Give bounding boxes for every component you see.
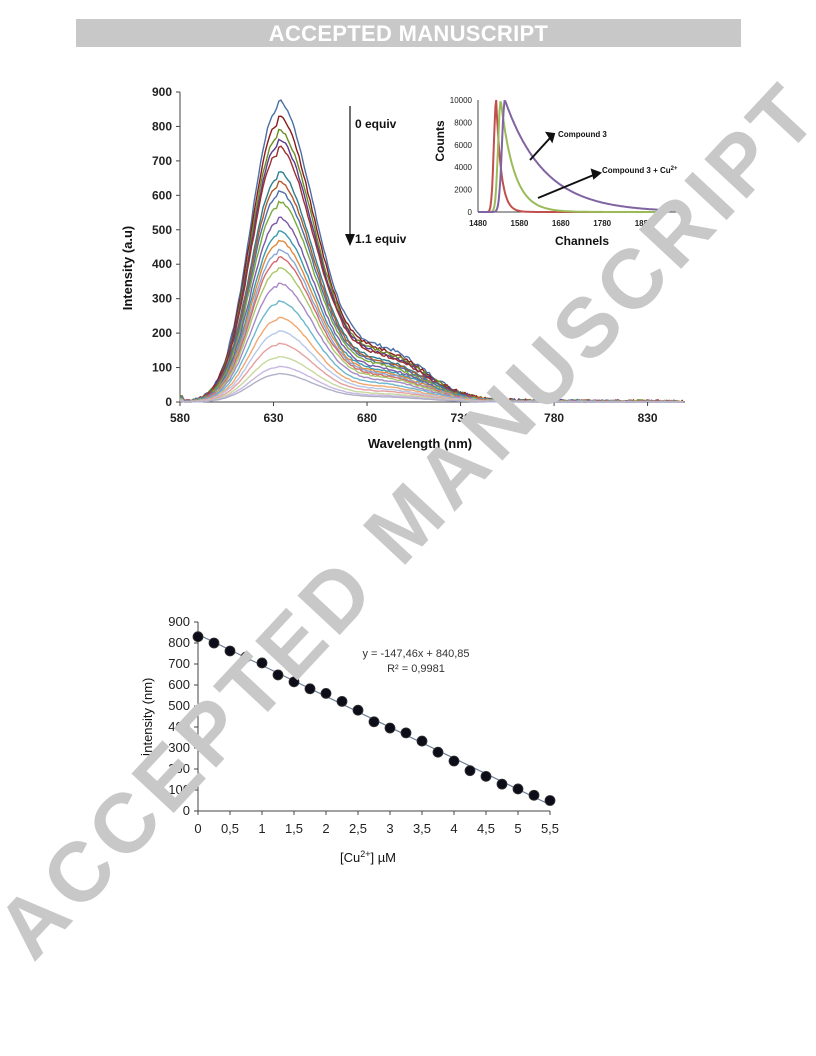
inset-decay-line	[478, 99, 669, 213]
data-point	[432, 746, 444, 758]
data-point	[544, 795, 556, 806]
inset-label-complex: Compound 3 + Cu2+	[602, 166, 678, 175]
inset-x-tick-label: 1680	[552, 219, 570, 228]
titration-arrow-head	[345, 234, 355, 246]
spectra-series-group	[179, 99, 684, 403]
y-tick-label: 400	[152, 257, 172, 271]
data-point	[496, 778, 508, 790]
x-tick-label-2: 5	[514, 821, 521, 836]
y-tick-label-2: 200	[168, 761, 190, 776]
x-tick-label: 780	[544, 411, 564, 425]
x-tick-label-2: 2	[322, 821, 329, 836]
emission-spectra-chart: 0 100 200 300 400 500 600 700 800 900 580 630 680 730…	[120, 85, 685, 451]
data-point	[384, 722, 396, 734]
x-tick-label: 830	[638, 411, 658, 425]
data-point	[224, 645, 236, 657]
y-tick-label: 900	[152, 85, 172, 99]
accepted-manuscript-banner: ACCEPTED MANUSCRIPT	[76, 19, 741, 47]
inset-y-tick-label: 2000	[454, 186, 472, 195]
data-point	[512, 783, 524, 795]
y-tick-label: 100	[152, 361, 172, 375]
annotation-end: 1.1 equiv	[355, 232, 407, 246]
data-point	[400, 727, 412, 739]
y-tick-label-2: 100	[168, 782, 190, 797]
data-point	[288, 676, 300, 688]
x-tick-label-2: 3,5	[413, 821, 431, 836]
r-squared: R² = 0,9981	[387, 663, 445, 675]
y-tick-label-2: 300	[168, 740, 190, 755]
y-tick-label-2: 500	[168, 698, 190, 713]
inset-x-tick-label: 1480	[469, 219, 487, 228]
data-point	[336, 695, 348, 707]
annotation-start: 0 equiv	[355, 117, 397, 131]
y-axis-label: Intensity (a.u)	[120, 226, 135, 311]
data-point	[240, 651, 252, 663]
inset-x-label: Channels	[555, 234, 609, 248]
inset-x-tick-label: 1580	[511, 219, 529, 228]
inset-y-tick-label: 10000	[450, 96, 473, 105]
x-tick-label-2: 0	[194, 821, 201, 836]
inset-x-tick-label: 1880	[635, 219, 653, 228]
data-point	[192, 631, 204, 643]
inset-decay-line	[478, 101, 669, 213]
x-tick-label: 680	[357, 411, 377, 425]
y-tick-label: 300	[152, 292, 172, 306]
y-tick-label: 500	[152, 223, 172, 237]
y-tick-label: 800	[152, 119, 172, 133]
y-tick-label: 600	[152, 188, 172, 202]
data-point	[320, 688, 332, 699]
x-tick-label-2: 0,5	[221, 821, 239, 836]
y-tick-label-2: 700	[168, 656, 190, 671]
x-tick-label-2: 1,5	[285, 821, 303, 836]
y-tick-label: 700	[152, 154, 172, 168]
inset-y-tick-label: 6000	[454, 141, 472, 150]
y-axis-label-2: İntensity (nm)	[140, 678, 155, 757]
data-point	[304, 683, 316, 695]
inset-arrow-compound-head	[545, 131, 556, 144]
data-point	[480, 770, 492, 782]
data-point	[368, 716, 380, 728]
inset-arrow-complex-head	[590, 168, 602, 180]
x-tick-label-2: 4,5	[477, 821, 495, 836]
y-tick-label-2: 800	[168, 635, 190, 650]
y-tick-label-2: 400	[168, 719, 190, 734]
x-tick-label: 730	[451, 411, 471, 425]
x-axis-label-2: [Cu2+] µM	[340, 849, 396, 865]
x-axis-label: Wavelength (nm)	[368, 436, 472, 451]
calibration-chart: 0 100 200 300 400 500 600 700 800 900 0 0,5 1 1,5 2 2,5…	[140, 614, 559, 865]
y-tick-label-2: 0	[183, 803, 190, 818]
data-point	[416, 735, 428, 747]
x-tick-label-2: 3	[386, 821, 393, 836]
data-point	[464, 765, 476, 777]
inset-x-tick-label: 1780	[593, 219, 611, 228]
y-tick-label: 0	[165, 395, 172, 409]
inset-decay-line	[478, 99, 669, 213]
inset-y-label: Counts	[433, 120, 447, 162]
data-point	[352, 704, 364, 716]
lifetime-inset-chart: 0 2000 4000 6000 8000 10000 1480 1580 1680 1780 18…	[433, 96, 685, 248]
inset-arrow-complex	[537, 173, 597, 199]
inset-label-compound: Compound 3	[558, 130, 607, 139]
x-tick-label-2: 1	[258, 821, 265, 836]
regression-equation: y = -147,46x + 840,85	[362, 648, 469, 660]
inset-y-tick-label: 0	[468, 208, 473, 217]
x-tick-label-2: 4	[450, 821, 457, 836]
x-tick-label: 630	[264, 411, 284, 425]
data-point	[208, 637, 220, 649]
data-point	[272, 669, 284, 681]
x-tick-label-2: 2,5	[349, 821, 367, 836]
spectrum-series-line	[180, 372, 683, 403]
data-point	[256, 657, 268, 669]
x-tick-label-2: 5,5	[541, 821, 559, 836]
y-tick-label: 200	[152, 326, 172, 340]
y-tick-label-2: 600	[168, 677, 190, 692]
y-tick-label-2: 900	[168, 614, 190, 629]
data-point	[448, 755, 460, 767]
inset-y-tick-label: 8000	[454, 118, 472, 127]
x-tick-label: 580	[170, 411, 190, 425]
inset-arrow-compound	[529, 137, 551, 161]
data-point	[528, 789, 540, 801]
inset-y-tick-label: 4000	[454, 163, 472, 172]
